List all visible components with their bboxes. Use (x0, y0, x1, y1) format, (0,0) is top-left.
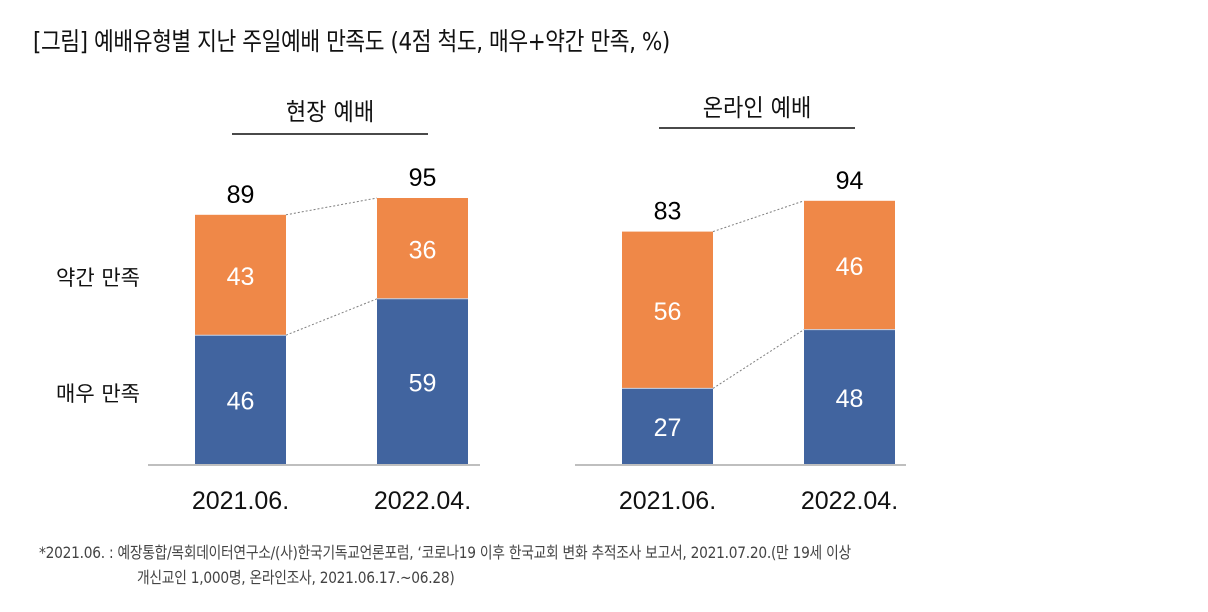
data-label-slightly-satisfied: 36 (409, 236, 437, 264)
figure-title: [그림] 예배유형별 지난 주일예배 만족도 (4점 척도, 매우+약간 만족,… (33, 27, 670, 56)
panel-title-onsite: 현장 예배 (285, 98, 375, 126)
x-tick-label: 2022.04. (374, 487, 471, 515)
data-label-slightly-satisfied: 56 (654, 298, 682, 326)
data-label-total: 83 (654, 198, 682, 226)
connector-line-very (285, 298, 378, 336)
connector-line-total (285, 197, 378, 216)
row-label-slightly-satisfied: 약간 만족 (56, 266, 140, 290)
source-note-line-2: 개신교인 1,000명, 온라인조사, 2021.06.17.~06.28) (137, 568, 455, 587)
x-tick-label: 2022.04. (801, 487, 898, 515)
bar-slightly-satisfied (195, 214, 286, 336)
data-label-very-satisfied: 48 (836, 385, 864, 413)
x-tick-label: 2021.06. (619, 487, 716, 515)
bar-slightly-satisfied (377, 198, 468, 299)
bar-very-satisfied (195, 335, 286, 464)
stacked-bar-chart: 46 43 89 2021.06. 59 36 95 2022.04. 27 56 83 2021.0… (148, 164, 906, 515)
panel-title-rule-online (659, 127, 855, 129)
bar-very-satisfied (804, 329, 895, 464)
connector-line-very (712, 329, 805, 389)
data-label-total: 94 (836, 167, 864, 195)
bar-very-satisfied (622, 388, 713, 464)
panel-title-online: 온라인 예배 (702, 94, 812, 122)
data-label-total: 95 (409, 164, 437, 192)
data-label-very-satisfied: 27 (654, 414, 682, 442)
bar-very-satisfied (377, 298, 468, 464)
data-label-slightly-satisfied: 46 (836, 253, 864, 281)
data-label-slightly-satisfied: 43 (227, 263, 255, 291)
source-note-line-1: *2021.06. : 예장통합/목회데이터연구소/(사)한국기독교언론포럼, … (39, 543, 851, 562)
data-label-very-satisfied: 46 (227, 388, 255, 416)
panel-title-rule-onsite (232, 133, 428, 135)
bar-slightly-satisfied (804, 200, 895, 330)
row-label-very-satisfied: 매우 만족 (56, 382, 140, 406)
bar-slightly-satisfied (622, 231, 713, 389)
connector-line-total (712, 200, 805, 233)
x-tick-label: 2021.06. (192, 487, 289, 515)
data-label-very-satisfied: 59 (409, 369, 437, 397)
data-label-total: 89 (227, 181, 255, 209)
